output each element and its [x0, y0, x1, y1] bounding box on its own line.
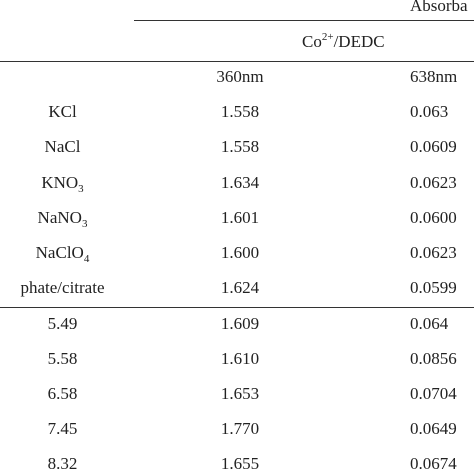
cell-638nm: 0.0599	[410, 278, 457, 297]
cell-638nm: 0.0623	[410, 243, 457, 262]
cell-360nm: 1.634	[220, 173, 260, 192]
cell-638nm: 0.0674	[410, 454, 457, 473]
column-header-638nm: 638nm	[410, 67, 458, 86]
cell-360nm: 1.770	[220, 419, 260, 438]
cell-638nm: 0.064	[410, 314, 449, 333]
cell-360nm: 1.655	[220, 454, 260, 473]
cell-638nm: 0.0609	[410, 137, 457, 156]
row-label: 5.49	[47, 314, 78, 333]
row-label: 7.45	[47, 419, 78, 438]
section-divider-rule	[0, 307, 474, 308]
header-rule	[0, 61, 474, 62]
row-label: NaCl	[44, 137, 81, 156]
row-label: 8.32	[47, 454, 78, 473]
cell-360nm: 1.600	[220, 243, 260, 262]
group-header-top-rule	[134, 20, 474, 21]
cell-638nm: 0.063	[410, 102, 449, 121]
cell-638nm: 0.0856	[410, 349, 457, 368]
cell-360nm: 1.624	[220, 278, 260, 297]
row-label: NaClO4	[35, 243, 90, 265]
subgroup-header-base: Co	[302, 32, 322, 51]
cell-360nm: 1.610	[220, 349, 260, 368]
cell-638nm: 0.0600	[410, 208, 457, 227]
subgroup-header-co-dedc: Co2+/DEDC	[302, 32, 385, 52]
subgroup-header-superscript: 2+	[321, 31, 334, 43]
cell-638nm: 0.0649	[410, 419, 457, 438]
subgroup-header-rest: /DEDC	[333, 32, 385, 51]
row-label: phate/citrate	[20, 278, 105, 297]
row-label: 5.58	[47, 349, 78, 368]
row-label: KNO3	[41, 173, 84, 195]
column-header-360nm: 360nm	[216, 67, 264, 86]
cell-360nm: 1.558	[220, 137, 260, 156]
cell-360nm: 1.609	[220, 314, 260, 333]
cell-360nm: 1.601	[220, 208, 260, 227]
row-label: 6.58	[47, 384, 78, 403]
group-header-absorbance: Absorba	[410, 0, 468, 15]
cell-360nm: 1.653	[220, 384, 260, 403]
cell-360nm: 1.558	[220, 102, 260, 121]
row-label: NaNO3	[37, 208, 88, 230]
row-label: KCl	[48, 102, 77, 121]
cell-638nm: 0.0623	[410, 173, 457, 192]
cell-638nm: 0.0704	[410, 384, 457, 403]
